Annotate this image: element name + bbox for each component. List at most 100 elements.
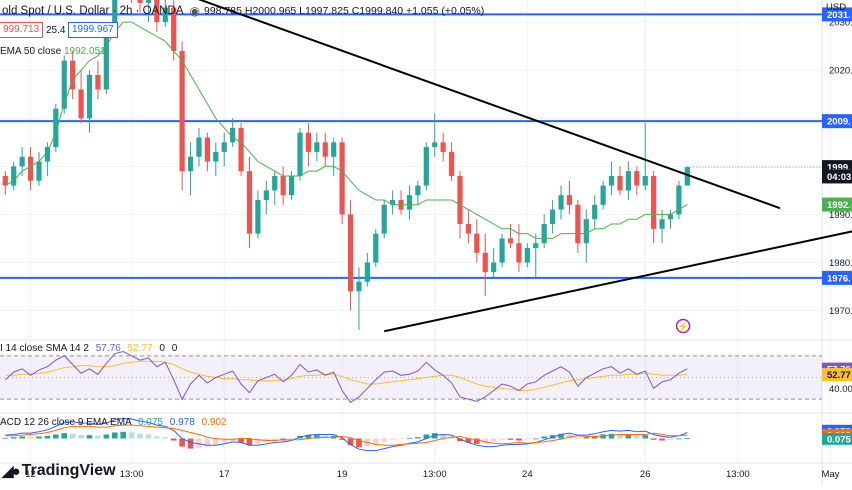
macd-histogram-bar bbox=[69, 433, 76, 439]
macd-histogram-bar bbox=[465, 438, 472, 443]
macd-histogram-bar bbox=[558, 433, 564, 439]
macd-histogram-bar bbox=[196, 438, 202, 448]
macd-histogram-bar bbox=[103, 434, 110, 439]
macd-histogram-bar bbox=[356, 438, 362, 448]
lightning-glyph: ⚡ bbox=[678, 321, 689, 333]
macd-signal-legend-value: 0.902 bbox=[201, 417, 227, 428]
eye-icon[interactable]: ◉ bbox=[189, 4, 200, 18]
macd-histogram-bar bbox=[642, 435, 649, 439]
candle-body bbox=[390, 199, 396, 205]
rsi-band bbox=[0, 355, 822, 400]
candle-body bbox=[246, 171, 253, 234]
ema-50-line bbox=[5, 21, 688, 239]
candle-body bbox=[61, 60, 67, 109]
time-tick-label: 13:00 bbox=[726, 469, 750, 480]
macd-histogram-bar bbox=[617, 435, 623, 439]
price-tick-label: 1980.0 bbox=[829, 258, 852, 269]
ohlc-values: 998.785 H2000.965 L1997.825 C1999.840 +1… bbox=[204, 5, 485, 17]
macd-histogram-bar bbox=[27, 437, 34, 439]
candle-body bbox=[70, 60, 76, 90]
ema-legend-name[interactable]: EMA 50 close bbox=[0, 46, 62, 57]
macd-histogram-bar bbox=[288, 438, 295, 440]
macd-histogram-bar bbox=[238, 438, 244, 443]
macd-histogram-bar bbox=[634, 435, 640, 439]
rsi-line bbox=[4, 350, 688, 404]
sell-button[interactable]: 999.713 bbox=[0, 22, 44, 38]
macd-histogram-bar bbox=[120, 431, 126, 439]
macd-histogram-bar bbox=[61, 433, 68, 439]
macd-histogram-bar bbox=[170, 438, 177, 441]
candle-body bbox=[86, 74, 93, 119]
price-badge-label: 04:03 bbox=[827, 172, 851, 183]
rsi-legend[interactable]: I 14 close SMA 14 2 57.76 52.77 0 0 bbox=[0, 343, 177, 354]
candle-body bbox=[583, 219, 589, 244]
lightning-icon bbox=[675, 318, 691, 334]
time-tick-label: 17 bbox=[219, 469, 230, 480]
macd-histogram-bar bbox=[111, 432, 118, 439]
candle-body bbox=[137, 0, 143, 3]
rsi-legend-value: 57.76 bbox=[95, 343, 121, 354]
symbol-title[interactable]: old Spot / U.S. Dollar · 2h · OANDA bbox=[2, 5, 184, 17]
macd-histogram-bar bbox=[10, 437, 17, 439]
price-tick-label: 1970.0 bbox=[829, 306, 852, 317]
candle-body bbox=[297, 132, 303, 176]
time-tick-label: 13:00 bbox=[423, 469, 447, 480]
time-tick-label: 24 bbox=[522, 469, 533, 480]
candle-body bbox=[432, 142, 438, 148]
macd-histogram-bar bbox=[246, 438, 253, 446]
macd-histogram-bar bbox=[347, 438, 354, 446]
candle-body bbox=[11, 166, 17, 186]
candle-body bbox=[364, 262, 370, 282]
candle-body bbox=[280, 175, 286, 196]
macd-histogram-bar bbox=[457, 438, 463, 442]
macd-histogram-bar bbox=[566, 434, 573, 439]
candle-body bbox=[179, 50, 185, 172]
macd-signal-line bbox=[5, 424, 688, 446]
time-tick-label: May bbox=[821, 469, 839, 480]
candle-body bbox=[457, 175, 463, 225]
candle-body bbox=[533, 243, 539, 249]
trendline-0 bbox=[197, 0, 781, 210]
macd-histogram-bar bbox=[608, 433, 615, 439]
macd-histogram-bar bbox=[86, 435, 93, 439]
currency-selector[interactable]: USD bbox=[826, 2, 847, 13]
price-badge bbox=[822, 197, 852, 212]
candle-body bbox=[263, 190, 269, 200]
macd-histogram-bar bbox=[314, 435, 320, 439]
macd-histogram-bar bbox=[490, 438, 497, 442]
candle-body bbox=[524, 248, 530, 263]
macd-histogram-bar bbox=[482, 438, 489, 444]
macd-histogram-bar bbox=[179, 438, 185, 447]
tradingview-logo: ◢● TradingView bbox=[2, 462, 116, 480]
candle-body bbox=[221, 142, 227, 152]
candle-body bbox=[592, 204, 598, 220]
macd-histogram-bar bbox=[44, 435, 51, 439]
candle-body bbox=[642, 175, 648, 186]
buy-button[interactable]: 1999.967 bbox=[68, 22, 118, 38]
candle-body bbox=[651, 175, 657, 229]
candle-body bbox=[272, 175, 278, 191]
candle-body bbox=[448, 151, 455, 176]
candle-body bbox=[566, 195, 573, 205]
macd-histogram-bar bbox=[372, 438, 379, 445]
candle-body bbox=[53, 108, 59, 148]
macd-histogram-bar bbox=[650, 438, 657, 440]
macd-histogram-bar bbox=[474, 438, 480, 444]
candle-body bbox=[440, 142, 446, 152]
candle-body bbox=[238, 127, 244, 172]
price-badge bbox=[822, 169, 852, 184]
candle-body bbox=[634, 171, 640, 186]
macd-histogram-bar bbox=[36, 436, 42, 439]
candle-body bbox=[347, 214, 354, 292]
macd-histogram-bar bbox=[684, 437, 691, 439]
macd-legend[interactable]: ACD 12 26 close 9 EMA EMA 0.075 0.978 0.… bbox=[0, 417, 227, 428]
macd-histogram-bar bbox=[339, 438, 345, 440]
price-tick-label: 2030.0 bbox=[829, 18, 852, 29]
candle-body bbox=[659, 219, 665, 229]
macd-badge bbox=[822, 432, 852, 445]
candle-body bbox=[575, 204, 581, 244]
macd-histogram-bar bbox=[381, 438, 387, 442]
macd-histogram-bar bbox=[440, 434, 446, 439]
